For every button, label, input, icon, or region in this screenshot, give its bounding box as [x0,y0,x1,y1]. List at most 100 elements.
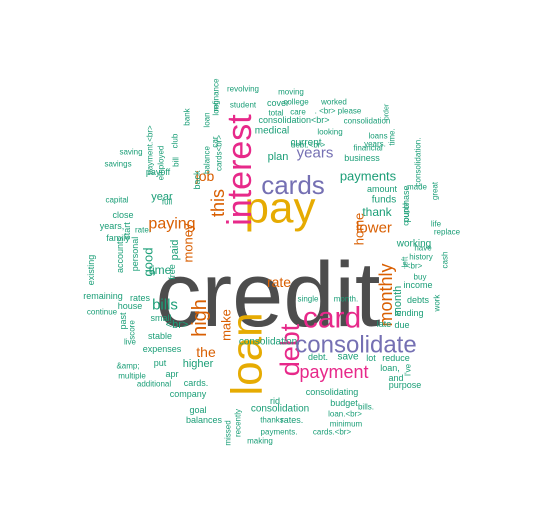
cloud-word: month [392,286,404,317]
cloud-word: club [171,133,180,148]
cloud-word: funds [372,195,396,206]
cloud-word: thanks [260,416,284,425]
cloud-word: goal [189,405,206,415]
cloud-word: score [128,320,137,340]
cloud-word: have [414,244,432,253]
cloud-word: free [167,264,177,280]
cloud-word: bills [152,297,178,314]
cloud-word: save [337,352,359,363]
cloud-word: consolidation. [414,138,423,187]
cloud-word: amount [367,184,398,194]
cloud-word: higher [183,358,214,370]
cloud-word: long [212,100,221,115]
cloud-word: paying [148,216,195,233]
cloud-word: working [396,239,431,250]
cloud-word: personal [130,237,140,272]
cloud-word: bills. [358,403,374,412]
cloud-word: student [230,101,257,110]
cloud-word: care [290,108,306,117]
cloud-word: balance [203,145,212,174]
cloud-word: left [401,256,410,267]
cloud-word: consolidating [306,387,359,397]
cloud-word: lending [394,308,423,318]
cloud-word: !<br> [404,262,423,271]
cloud-word: bank [183,107,192,125]
cloud-word: lower [356,220,392,237]
cloud-word: cards. [184,378,209,388]
cloud-word: great [431,181,440,200]
cloud-word: job [195,168,215,184]
cloud-word: expenses [143,344,182,354]
cloud-word: &amp; [116,362,139,371]
cloud-word: medical [255,126,289,137]
cloud-word: the [196,344,216,360]
cloud-word: house [118,301,143,311]
cloud-word: apr [165,369,178,379]
cloud-word: revolving [227,85,259,94]
cloud-word: card [303,302,361,335]
cloud-word: interest [221,114,259,226]
cloud-word: plan [268,151,289,163]
cloud-word: debt [275,323,305,376]
cloud-word: paid [169,240,181,261]
cloud-word: debt. [308,352,328,362]
cloud-word: time. [388,128,397,145]
cloud-word: purpose [389,380,422,390]
cloud-word: late [377,319,392,329]
cloud-word: couple [402,202,411,226]
cloud-word: budget [330,398,358,408]
cloud-word: order [384,103,391,120]
cloud-word: <br> [166,319,189,331]
cloud-word: years, [100,221,125,231]
cloud-word: cards.<br> [313,428,352,437]
cloud-word: payoff [146,167,171,177]
cloud-word: continue [87,308,118,317]
cloud-word: remaining [83,291,123,301]
cloud-word: money [181,223,196,263]
cloud-word: business [344,153,380,163]
cloud-word: small [150,313,171,323]
cloud-word: payments [340,169,397,184]
cloud-word: rates [130,293,151,303]
cloud-word: balances [186,415,223,425]
cloud-word: home [352,213,367,246]
cloud-word: college [283,98,309,107]
cloud-word: multiple [118,372,146,381]
cloud-word: rid [270,396,280,406]
cloud-word: moving [278,88,304,97]
cloud-word: payment [299,362,368,382]
cloud-word: consolidate [295,332,416,359]
cloud-word: I've [404,363,413,376]
cloud-word: start [122,222,132,240]
cloud-word: work [433,294,442,313]
cloud-word: financial [353,144,383,153]
cloud-word: high [189,299,211,337]
cloud-word: single [298,295,319,304]
cloud-word: life [431,220,442,229]
cloud-word: thank [362,205,392,219]
cloud-word: minimum [330,420,363,429]
cloud-word: current [290,138,321,149]
cloud-word: replace [434,228,461,237]
cloud-word: monthly [376,263,396,326]
cloud-word: additional [137,380,171,389]
cloud-word: savings [104,160,131,169]
cloud-word: this [208,189,228,217]
cloud-word: close [112,210,133,220]
cloud-word: credit [156,244,381,346]
cloud-word: cards [261,170,325,200]
cloud-word: worked [320,98,347,107]
cloud-word: loan.<br> [328,410,362,419]
cloud-word: family [106,233,130,243]
cloud-word: total [268,109,283,118]
cloud-word: purchase [401,185,411,222]
cloud-word: rate. [135,226,151,235]
cloud-word: history [409,253,433,262]
cloud-word: put [154,358,167,368]
cloud-word: missed [224,420,233,445]
cloud-word: due [394,320,409,330]
cloud-word: bill [172,157,181,167]
cloud-word: made [407,183,428,192]
cloud-word: cash [441,252,450,269]
cloud-word: employed [157,146,166,181]
